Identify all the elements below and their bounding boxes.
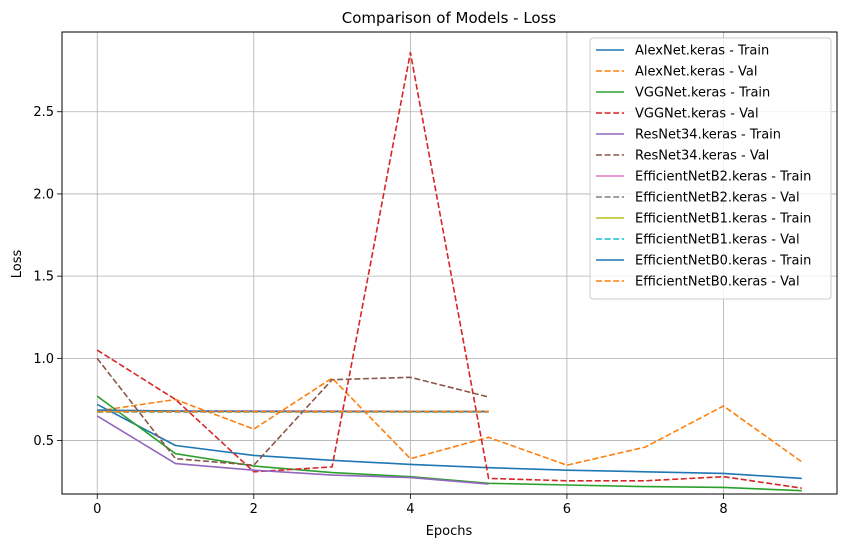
legend-label: EfficientNetB1.keras - Val [635,233,800,248]
x-tick-label: 2 [250,502,258,517]
legend-label: EfficientNetB0.keras - Train [635,254,811,269]
y-axis-label: Loss [10,250,25,279]
y-tick-label: 1.0 [33,352,54,367]
legend-label: VGGNet.keras - Train [635,86,770,101]
y-tick-label: 1.5 [33,270,54,285]
y-tick-label: 0.5 [33,434,54,449]
x-tick-label: 4 [406,502,414,517]
series-line-5 [96,415,489,485]
x-tick-label: 8 [719,502,727,517]
legend-label: VGGNet.keras - Val [635,107,759,122]
series-lines [96,51,803,492]
series-line-1 [96,403,802,480]
legend-label: ResNet34.keras - Train [635,128,781,143]
legend-label: EfficientNetB2.keras - Train [635,170,811,185]
series-line-6 [96,357,489,467]
y-tick-label: 2.0 [33,187,54,202]
y-tick-label: 2.5 [33,105,54,120]
plot-frame [61,31,838,495]
x-tick-label: 0 [93,502,101,517]
legend-label: EfficientNetB1.keras - Train [635,212,811,227]
series-line-3 [96,395,802,492]
series-line-2 [97,377,803,467]
x-axis-label: Epochs [426,524,473,539]
series-line-4 [96,51,802,489]
legend: AlexNet.keras - Train AlexNet.keras - Val… [589,37,832,300]
legend-label: EfficientNetB2.keras - Val [635,191,800,206]
x-tick-label: 6 [563,502,571,517]
legend-label: AlexNet.keras - Train [635,44,769,59]
legend-label: EfficientNetB0.keras - Val [635,275,800,290]
legend-label: ResNet34.keras - Val [635,149,769,164]
legend-box [589,37,832,300]
axis-ticks: 0 2 4 6 8 0.5 1.0 1.5 2.0 2.5 [33,105,727,517]
chart-title: Comparison of Models - Loss [342,9,557,27]
legend-label: AlexNet.keras - Val [635,65,757,80]
